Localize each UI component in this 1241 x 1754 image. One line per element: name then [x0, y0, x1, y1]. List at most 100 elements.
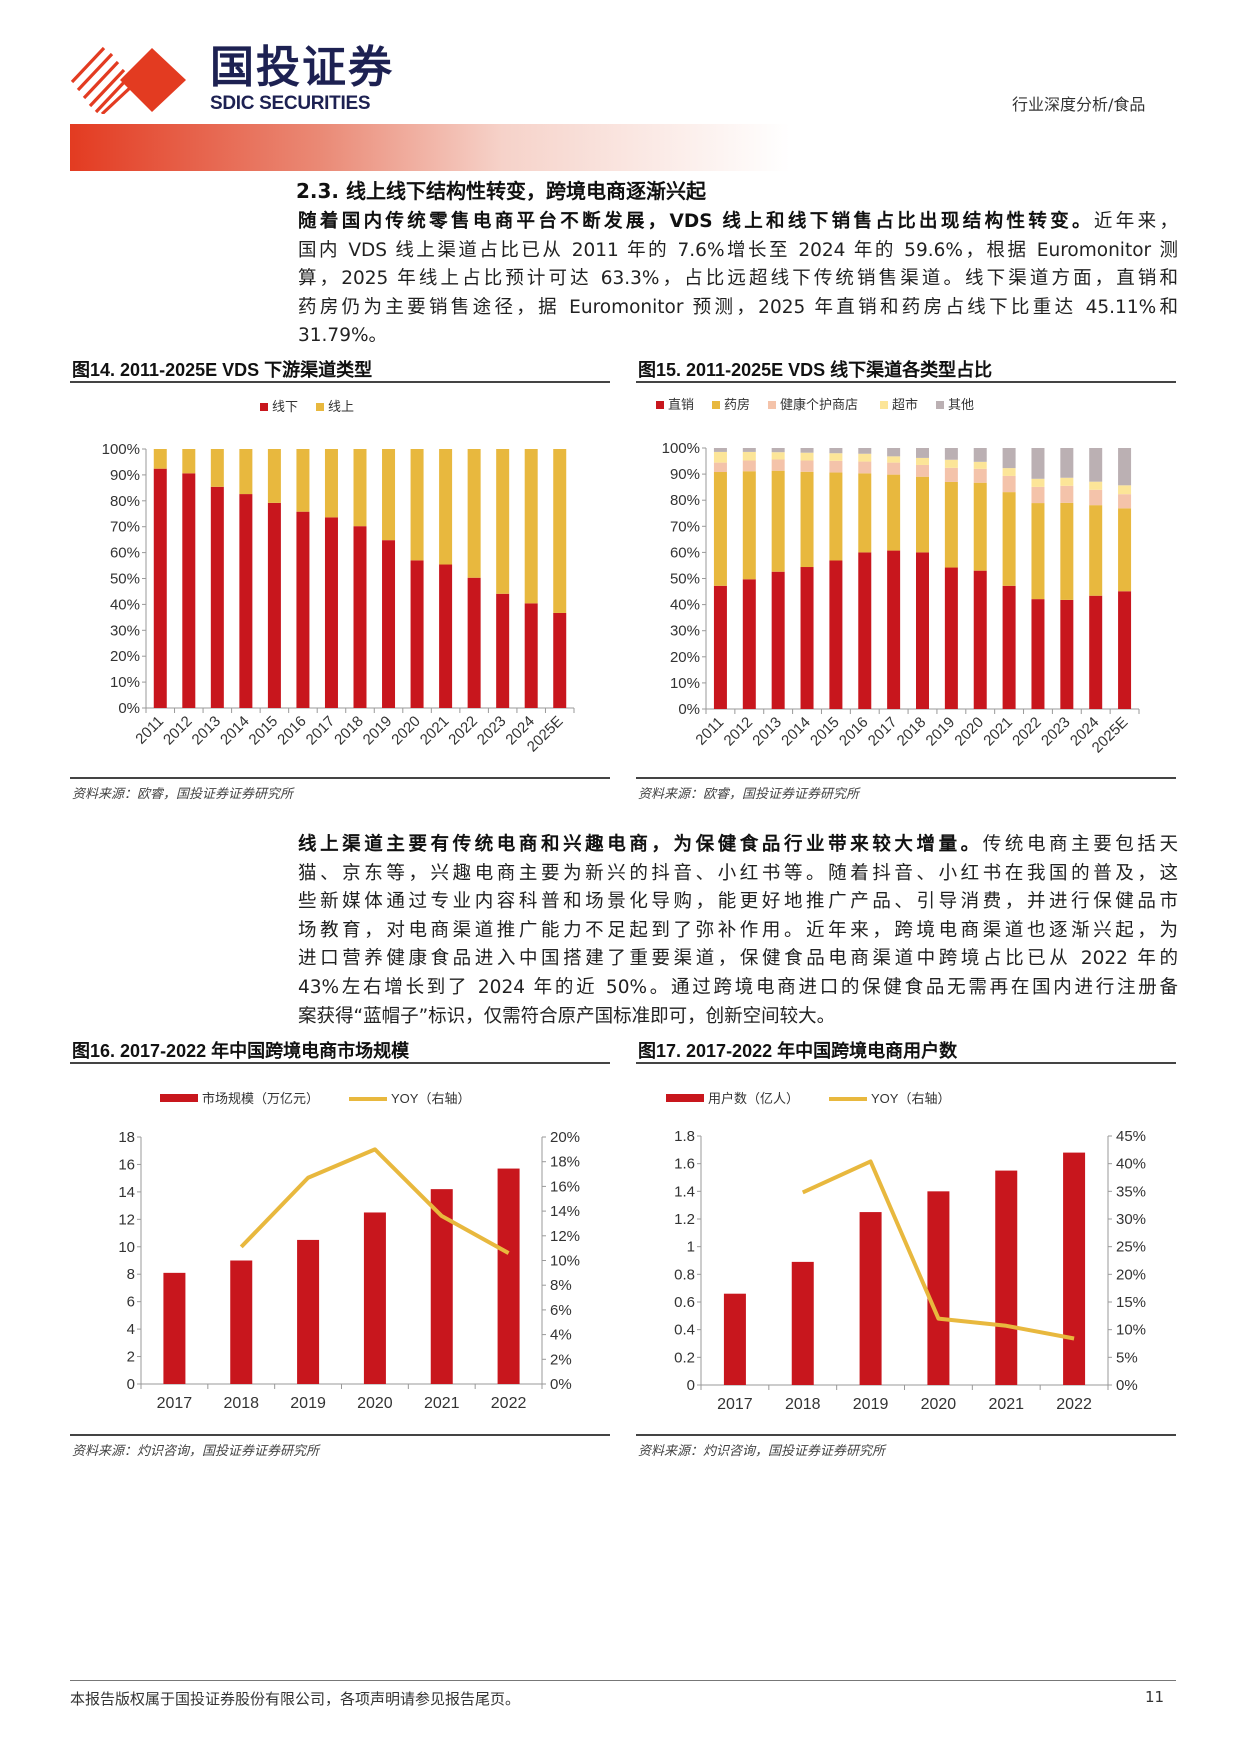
- bar-健康个护商店-2022: [1031, 486, 1045, 504]
- y-tick-label: 30%: [670, 623, 700, 640]
- bar-线上-2016: [296, 449, 310, 512]
- bar-线上-2023: [496, 449, 510, 594]
- x-tick-label: 2020: [921, 1396, 957, 1413]
- bar-线下-2021: [439, 564, 453, 708]
- bar-药房-2015: [829, 472, 843, 561]
- bar-直销-2024: [1089, 595, 1103, 709]
- bar-2018: [230, 1260, 253, 1384]
- y-tick-label: 4: [127, 1321, 135, 1338]
- x-tick-label: 2019: [923, 714, 959, 750]
- x-tick-label: 2012: [160, 713, 196, 749]
- bar-线下-2013: [210, 486, 224, 708]
- bar-其他-2017: [887, 448, 901, 457]
- legend-bar-label: 用户数（亿人）: [708, 1091, 799, 1106]
- bar-药房-2018: [916, 476, 929, 553]
- x-tick-label: 2021: [980, 714, 1016, 750]
- x-tick-label: 2012: [721, 714, 757, 750]
- footer-disclaimer: 本报告版权属于国投证券股份有限公司，各项声明请参见报告尾页。: [70, 1690, 521, 1708]
- y-tick-label: 16: [118, 1156, 135, 1173]
- bar-健康个护商店-2015: [829, 460, 843, 473]
- bar-药房-2016: [858, 473, 872, 553]
- y-tick-label: 90%: [110, 467, 140, 484]
- bar-健康个护商店-2014: [800, 460, 814, 472]
- y-tick-label: 18: [118, 1129, 135, 1146]
- x-tick-label: 2021: [424, 1395, 460, 1412]
- y-tick-label: 40%: [670, 597, 700, 614]
- legend-label-4: 其他: [948, 397, 974, 412]
- y-tick-label: 70%: [670, 518, 700, 535]
- y2-tick-label: 6%: [550, 1302, 572, 1319]
- bar-超市-2019: [944, 459, 958, 468]
- bar-其他-2012: [742, 448, 756, 452]
- y2-tick-label: 45%: [1116, 1128, 1146, 1145]
- page-number: 11: [1145, 1688, 1165, 1706]
- y-tick-label: 50%: [670, 571, 700, 588]
- x-tick-label: 2018: [785, 1396, 821, 1413]
- x-tick-label: 2017: [157, 1395, 193, 1412]
- y2-tick-label: 10%: [1116, 1322, 1146, 1339]
- x-tick-label: 2022: [1056, 1396, 1092, 1413]
- bar-健康个护商店-2013: [771, 459, 785, 471]
- footer-rule: [70, 1680, 1176, 1681]
- x-tick-label: 2018: [331, 713, 367, 749]
- bar-其他-2016: [858, 448, 872, 454]
- bar-线上-2012: [182, 449, 196, 474]
- bar-2020: [363, 1212, 386, 1384]
- y-tick-label: 0.2: [674, 1349, 695, 1366]
- bar-线下-2018: [353, 526, 367, 708]
- bar-线下-2014: [239, 494, 253, 708]
- bar-直销-2025E: [1118, 591, 1132, 709]
- report-category: 行业深度分析/食品: [1012, 95, 1146, 114]
- bar-其他-2015: [829, 448, 843, 454]
- x-tick-label: 2023: [474, 713, 510, 749]
- bar-超市-2022: [1031, 478, 1045, 487]
- x-tick-label: 2011: [132, 713, 167, 748]
- y-tick-label: 2: [127, 1349, 135, 1366]
- y-tick-label: 70%: [110, 519, 140, 536]
- bar-直销-2013: [771, 571, 785, 709]
- bar-健康个护商店-2011: [713, 462, 727, 473]
- y2-tick-label: 15%: [1116, 1294, 1146, 1311]
- bar-健康个护商店-2024: [1089, 489, 1103, 506]
- bar-超市-2018: [916, 457, 929, 465]
- fig14-title-rule: [70, 381, 610, 383]
- bar-直销-2014: [800, 567, 814, 709]
- bar-药房-2014: [800, 471, 814, 568]
- bar-2021: [995, 1170, 1018, 1385]
- bar-其他-2021: [1002, 448, 1016, 469]
- y-tick-label: 10%: [110, 674, 140, 691]
- y2-tick-label: 10%: [550, 1253, 580, 1270]
- bar-2017: [723, 1293, 746, 1385]
- bar-超市-2024: [1089, 481, 1103, 490]
- bar-直销-2012: [742, 579, 756, 709]
- x-tick-label: 2020: [951, 714, 987, 750]
- bar-直销-2019: [944, 567, 958, 709]
- x-tick-label: 2018: [223, 1395, 259, 1412]
- bar-超市-2014: [800, 452, 814, 461]
- bar-超市-2012: [742, 451, 756, 461]
- bar-超市-2013: [771, 452, 785, 460]
- fig15-chart: 0%10%20%30%40%50%60%70%80%90%100%2011201…: [656, 397, 1140, 756]
- legend-bar-swatch: [160, 1094, 198, 1102]
- fig15-title: 图15. 2011-2025E VDS 线下渠道各类型占比: [638, 360, 993, 380]
- legend-label-3: 超市: [892, 397, 918, 412]
- bar-超市-2017: [887, 456, 901, 463]
- bar-药房-2025E: [1118, 508, 1132, 592]
- fig15-bottom-rule: [636, 777, 1176, 779]
- logo-mark-icon: [70, 46, 186, 114]
- bar-线下-2017: [324, 517, 338, 708]
- fig16-title: 图16. 2017-2022 年中国跨境电商市场规模: [72, 1041, 410, 1061]
- bar-2019: [859, 1212, 882, 1385]
- bar-线下-2019: [382, 540, 396, 708]
- bar-药房-2012: [742, 471, 756, 580]
- bar-直销-2020: [973, 570, 987, 709]
- fig16-source: 资料来源：灼识咨询，国投证券证券研究所: [72, 1444, 320, 1459]
- paragraph-2: 线上渠道主要有传统电商和兴趣电商，为保健食品行业带来较大增量。传统电商主要包括天…: [298, 834, 1178, 1027]
- bar-2022: [497, 1168, 520, 1384]
- x-tick-label: 2022: [1009, 714, 1045, 750]
- bar-线上-2013: [210, 449, 224, 487]
- y-tick-label: 0.4: [674, 1322, 695, 1339]
- bar-其他-2019: [944, 448, 958, 460]
- bar-药房-2013: [771, 470, 785, 572]
- bar-药房-2019: [944, 481, 958, 568]
